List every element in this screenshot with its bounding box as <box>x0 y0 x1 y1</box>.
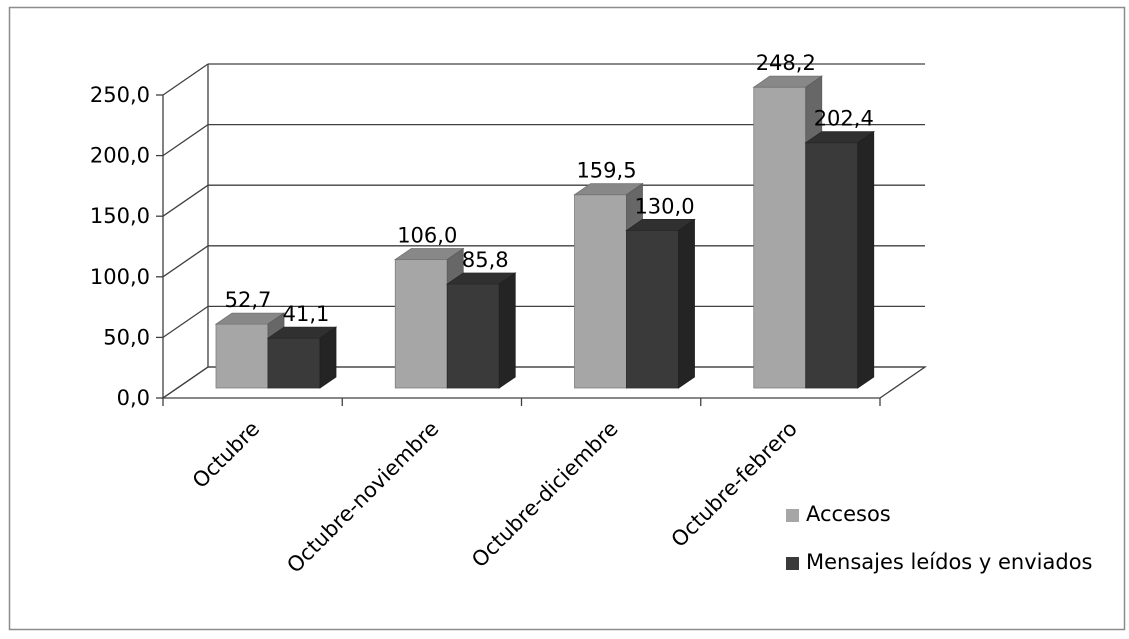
data-labels: 52,7 41,1 106,085,8 159,5 130,0 248,2 202,4 <box>225 51 874 326</box>
gridline-side <box>162 184 209 217</box>
data-label: 202,4 <box>814 107 874 131</box>
gridline-side <box>162 124 209 157</box>
bar-front <box>626 230 679 389</box>
y-tick-label: 250,0 <box>90 83 150 107</box>
y-tick-label: 100,0 <box>90 265 150 289</box>
bar-side <box>857 130 875 389</box>
axes <box>156 94 881 406</box>
bars <box>214 75 876 389</box>
bar-side <box>319 326 337 389</box>
data-label: 159,5 <box>576 159 636 183</box>
y-tick-label: 0,0 <box>117 386 150 410</box>
data-label: 52,7 <box>225 288 272 312</box>
legend-label: Accesos <box>806 502 891 526</box>
y-tick-label: 50,0 <box>103 325 150 349</box>
y-tick-label: 200,0 <box>90 144 150 168</box>
bar-front <box>805 142 859 389</box>
data-label: 41,1 <box>283 302 330 326</box>
bar-side <box>498 272 516 389</box>
bar-front <box>215 323 269 389</box>
gridline-side <box>162 366 209 399</box>
bar-front <box>267 337 321 389</box>
data-label: 130,0 <box>634 194 694 218</box>
data-label: 248,2 <box>756 51 816 75</box>
legend-label: Mensajes leídos y enviados <box>806 550 1093 574</box>
legend-swatch <box>786 557 799 570</box>
bar-front <box>753 86 807 389</box>
gridline-side <box>162 63 209 96</box>
gridline-side <box>162 245 209 278</box>
bar-front <box>394 259 448 389</box>
y-tick-label: 150,0 <box>90 204 150 228</box>
legend-swatch <box>786 509 799 522</box>
legend: Accesos Mensajes leídos y enviados <box>786 502 1093 574</box>
bar-front <box>446 283 500 389</box>
data-label: 85,8 <box>462 248 509 272</box>
chart-border <box>8 6 1126 631</box>
gridline-side <box>162 305 209 338</box>
y-axis-tick-labels: 0,0 50,0 100,0 150,0 200,0 250,0 <box>90 83 150 410</box>
data-label: 106,0 <box>397 224 457 248</box>
bar-front <box>574 194 627 389</box>
bar-side <box>678 218 695 389</box>
